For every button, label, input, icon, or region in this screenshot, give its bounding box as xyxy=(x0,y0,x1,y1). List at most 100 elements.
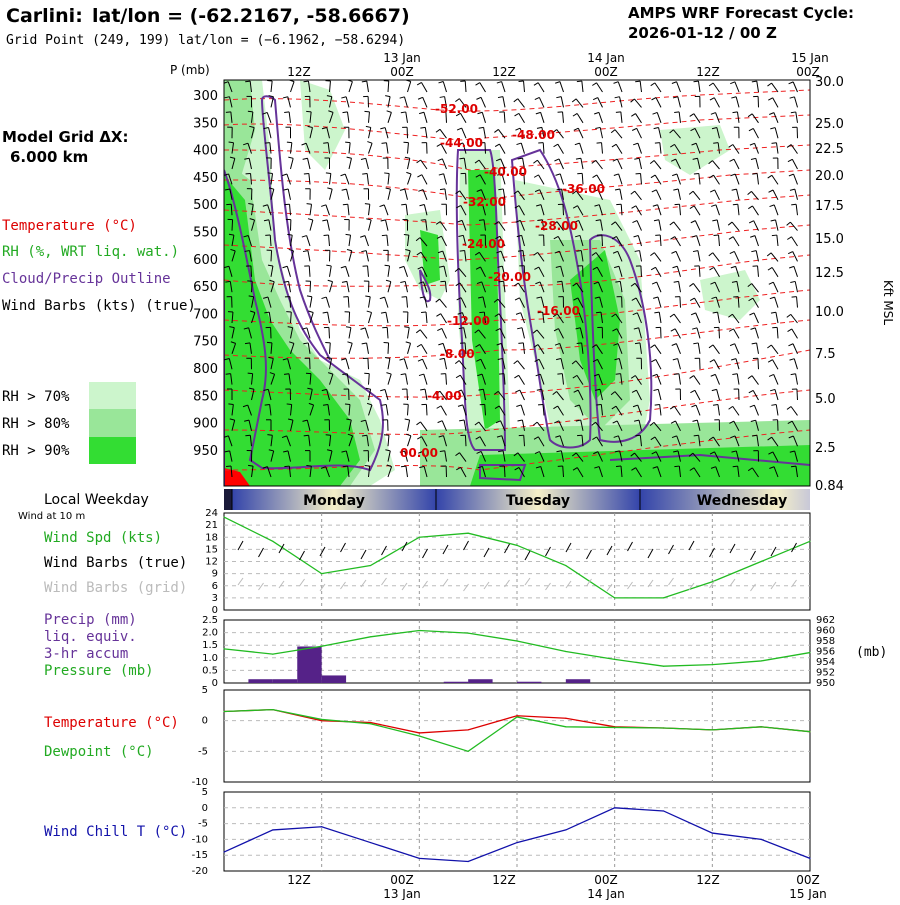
wind-barb-flag xyxy=(752,173,757,174)
top-tick-5: 12Z xyxy=(696,65,720,79)
temp-label: -52.00 xyxy=(435,102,478,116)
top-tick-4: 00Z xyxy=(594,65,618,79)
pressure-tick: 550 xyxy=(193,226,218,241)
wind-ytick: 6 xyxy=(212,581,218,592)
height-axis-label: Kft MSL xyxy=(881,280,895,325)
wind-barb-flag xyxy=(752,435,757,436)
wind-barb-flag xyxy=(518,343,523,344)
precip-bar xyxy=(517,682,541,683)
wind-barb-flag xyxy=(287,404,292,405)
model-grid-value: 6.000 km xyxy=(10,148,88,166)
wind-barb-flag xyxy=(346,234,351,235)
wind-ytick: 24 xyxy=(205,508,218,519)
wind-barb xyxy=(232,220,233,231)
wind-barb-flag xyxy=(694,173,699,174)
wind-speed-line-point xyxy=(223,516,224,517)
chill-ytick: -10 xyxy=(192,834,208,845)
chill-ytick: -15 xyxy=(192,850,208,861)
wind-barb-flag xyxy=(401,204,406,205)
dewpoint-line-point xyxy=(223,711,224,712)
legend-wind-barbs-true: Wind Barbs (true) xyxy=(44,555,187,571)
wind-barb xyxy=(680,297,681,308)
precip-ytick: 0 xyxy=(212,678,218,689)
pressure-ytick: 956 xyxy=(816,647,835,658)
wind-barb-flag xyxy=(577,343,582,344)
wind-barb-flag xyxy=(365,466,370,467)
rh80-label: RH > 80% xyxy=(2,416,70,432)
bottom-date-15jan: 15 Jan xyxy=(789,887,827,900)
precip-bar xyxy=(444,682,468,683)
wind-barb-flag xyxy=(401,466,406,467)
forecast-cycle: 2026-01-12 / 00 Z xyxy=(628,24,777,42)
pressure-tick: 700 xyxy=(193,307,218,322)
wind-barb-flag xyxy=(323,143,328,144)
wind-barb-flag xyxy=(518,251,523,252)
wind-barb-flag xyxy=(772,235,777,236)
pressure-tick: 500 xyxy=(193,198,218,213)
weekday-tuesday: Tuesday xyxy=(506,493,570,509)
temp-label: -20.00 xyxy=(488,270,531,284)
dewpoint-line-point xyxy=(761,726,762,727)
pressure-line-point xyxy=(712,664,713,665)
wind-ytick: 15 xyxy=(205,544,218,555)
wind-barb-flag xyxy=(345,142,350,143)
wind-barb-flag xyxy=(245,343,250,344)
height-tick: 7.5 xyxy=(815,347,836,362)
bottom-date-14jan: 14 Jan xyxy=(587,887,625,900)
pressure-axis-label: P (mb) xyxy=(170,63,210,77)
wind-speed-line-point xyxy=(321,573,322,574)
legend-wind-barbs: Wind Barbs (kts) (true) xyxy=(2,298,196,314)
legend-temperature: Temperature (°C) xyxy=(2,218,137,234)
legend-precip: Precip (mm) xyxy=(44,612,137,628)
wind-speed-line-point xyxy=(614,597,615,598)
chill-ytick: -20 xyxy=(192,866,208,877)
wind-barb xyxy=(641,266,642,277)
temp-label: -32.00 xyxy=(463,195,506,209)
temp-label: -24.00 xyxy=(462,237,505,251)
bottom-tick-6: 00Z xyxy=(796,873,820,887)
wind-barb xyxy=(465,435,466,446)
wind-barb-flag xyxy=(362,173,367,174)
wind-barb-flag xyxy=(268,173,273,174)
height-tick: 10.0 xyxy=(815,305,844,320)
wind-barb-flag xyxy=(616,112,621,113)
legend-accum: 3-hr accum xyxy=(44,646,128,662)
temperature-line-point xyxy=(565,718,566,719)
pressure-tick: 800 xyxy=(193,362,218,377)
precip-bar xyxy=(297,646,321,683)
height-tick: 0.84 xyxy=(815,479,844,494)
wind-barb-flag xyxy=(226,374,231,375)
bottom-time-axis: 12Z 00Z 12Z 00Z 12Z 00Z 13 Jan 14 Jan 15… xyxy=(287,873,827,900)
wind-barb-flag xyxy=(384,173,389,174)
wind-ytick: 18 xyxy=(205,532,218,543)
pressure-line-point xyxy=(516,640,517,641)
top-tick-3: 12Z xyxy=(492,65,516,79)
model-title: AMPS WRF Forecast Cycle: xyxy=(628,4,854,22)
legend-liq: liq. equiv. xyxy=(44,629,137,645)
dewpoint-line-point xyxy=(370,723,371,724)
wind-barb xyxy=(329,327,330,338)
wind-chill-line-point xyxy=(370,842,371,843)
precip-bar xyxy=(322,675,346,683)
temp-ytick: 0 xyxy=(202,716,208,727)
wind-barb-flag xyxy=(307,204,312,205)
temp-label: 00.00 xyxy=(400,446,438,460)
top-time-axis: 13 Jan 14 Jan 15 Jan 12Z 00Z 12Z 00Z 12Z… xyxy=(287,51,829,79)
wind-10m-label: Wind at 10 m xyxy=(18,511,85,522)
wind-barb-flag xyxy=(791,204,796,205)
dewpoint-line-point xyxy=(516,716,517,717)
wind-speed-line-point xyxy=(468,533,469,534)
wind-barb xyxy=(797,389,798,400)
precip-ytick: 1.0 xyxy=(202,653,218,664)
wind-barb-flag xyxy=(306,465,311,466)
legend-temp2: Temperature (°C) xyxy=(44,715,179,731)
pressure-tick: 750 xyxy=(193,335,218,350)
wind-barb xyxy=(251,266,252,277)
pressure-tick: 850 xyxy=(193,389,218,404)
precip-ytick: 2.0 xyxy=(202,628,218,639)
wind-barb xyxy=(368,358,369,369)
height-tick: 17.5 xyxy=(815,199,844,214)
wind-speed-line-point xyxy=(370,565,371,566)
legend-cloud: Cloud/Precip Outline xyxy=(2,271,171,287)
